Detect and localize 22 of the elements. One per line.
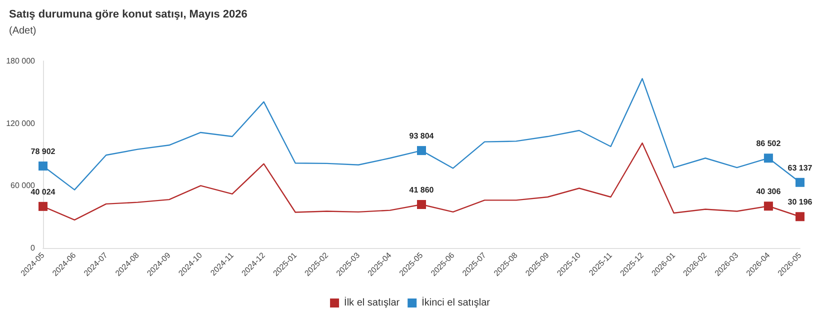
point xyxy=(796,178,804,187)
data-label: 40 306 xyxy=(756,187,782,196)
data-label: 41 860 xyxy=(409,186,434,195)
legend-label: İkinci el satışlar xyxy=(422,296,491,308)
point xyxy=(38,202,48,211)
data-label: 78 902 xyxy=(30,147,56,156)
y-tick-label: 180 000 xyxy=(6,56,36,66)
point xyxy=(417,146,426,156)
legend-label: İlk el satışlar xyxy=(344,296,400,308)
y-tick-label: 120 000 xyxy=(6,118,36,128)
data-label: 86 502 xyxy=(756,139,782,148)
data-label: 30 196 xyxy=(788,198,813,207)
point xyxy=(764,202,773,211)
point xyxy=(417,200,426,210)
point xyxy=(764,154,773,163)
y-tick-label: 0 xyxy=(30,244,36,252)
data-label: 93 804 xyxy=(409,132,434,141)
point xyxy=(796,212,804,222)
point xyxy=(38,162,48,171)
data-label: 63 137 xyxy=(788,163,813,172)
chart-subtitle: (Adet) xyxy=(9,26,36,36)
chart-title: Satış durumuna göre konut satışı, Mayıs 2026 xyxy=(9,8,248,20)
